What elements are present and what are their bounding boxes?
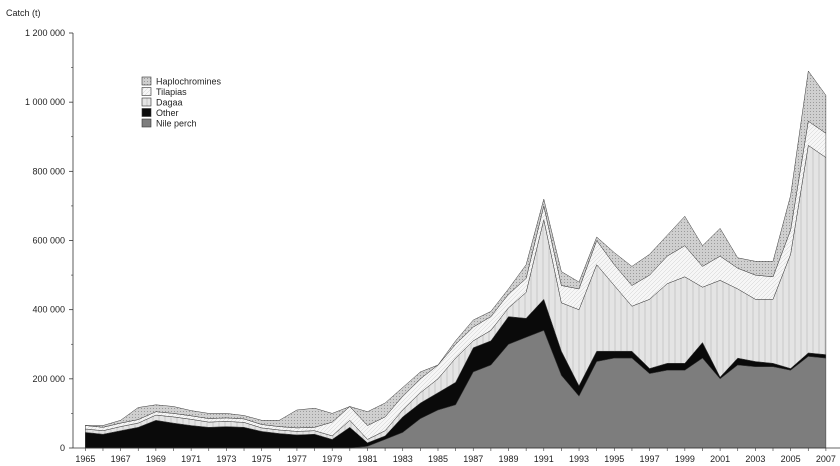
x-tick-label: 1983 xyxy=(393,454,413,464)
x-tick-label: 1997 xyxy=(640,454,660,464)
x-tick-label: 2007 xyxy=(816,454,836,464)
y-tick-label: 400 000 xyxy=(32,305,65,315)
y-axis: 0 200 000 400 000 600 000 800 000 1 000 000 1 … xyxy=(25,28,74,453)
x-tick-label: 1971 xyxy=(181,454,201,464)
x-tick-label: 1981 xyxy=(357,454,377,464)
y-tick-label: 0 xyxy=(60,443,65,453)
x-tick-label: 1999 xyxy=(675,454,695,464)
x-tick-label: 1977 xyxy=(287,454,307,464)
y-tick-label: 1 000 000 xyxy=(25,97,65,107)
x-tick-label: 1973 xyxy=(216,454,236,464)
x-tick-label: 1967 xyxy=(111,454,131,464)
y-tick-label: 600 000 xyxy=(32,236,65,246)
legend-label-dagaa: Dagaa xyxy=(156,98,183,108)
x-axis: 1965 1967 1969 1971 1973 1975 1977 1979 1981 1983… xyxy=(73,447,840,464)
legend-swatch-dagaa xyxy=(141,97,152,107)
y-tick-label: 800 000 xyxy=(32,166,65,176)
x-tick-label: 1965 xyxy=(75,454,95,464)
x-tick-label: 1987 xyxy=(463,454,483,464)
x-tick-label: 2003 xyxy=(745,454,765,464)
legend-swatch-haplochromines xyxy=(141,76,152,86)
area-haplochromines xyxy=(85,70,827,429)
y-tick-label: 200 000 xyxy=(32,374,65,384)
legend-swatch-nile-perch xyxy=(141,118,152,128)
legend-swatch-tilapias xyxy=(141,87,152,96)
legend-label-nile-perch: Nile perch xyxy=(156,119,197,129)
x-tick-label: 1985 xyxy=(428,454,448,464)
y-tick-label: 1 200 000 xyxy=(25,28,65,38)
x-tick-label: 1975 xyxy=(252,454,272,464)
x-tick-label: 1993 xyxy=(569,454,589,464)
y-axis-title: Catch (t) xyxy=(6,8,41,18)
legend-label-tilapias: Tilapias xyxy=(156,87,187,97)
legend-label-other: Other xyxy=(156,108,179,118)
x-tick-label: 1969 xyxy=(146,454,166,464)
x-tick-label: 1979 xyxy=(322,454,342,464)
legend-label-haplochromines: Haplochromines xyxy=(156,77,222,87)
x-tick-label: 1989 xyxy=(498,454,518,464)
x-tick-label: 2001 xyxy=(710,454,730,464)
x-tick-label: 1995 xyxy=(604,454,624,464)
legend-swatch-other xyxy=(141,108,152,117)
x-tick-label: 2005 xyxy=(781,454,801,464)
x-tick-label: 1991 xyxy=(534,454,554,464)
